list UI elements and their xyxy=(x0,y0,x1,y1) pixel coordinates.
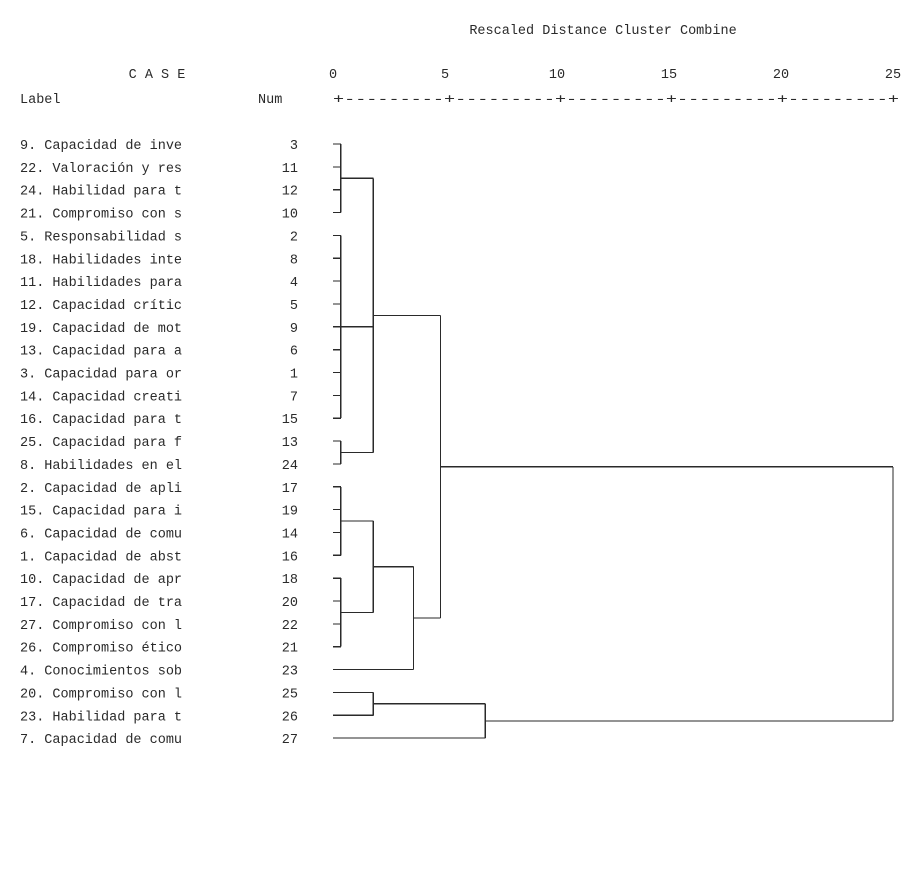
case-label: 17. Capacidad de tra xyxy=(20,596,182,611)
case-label: 11. Habilidades para xyxy=(20,276,182,291)
case-label: 18. Habilidades inte xyxy=(20,253,182,268)
case-label: 3. Capacidad para or xyxy=(20,368,182,383)
case-label: 21. Compromiso con s xyxy=(20,208,182,223)
case-number: 21 xyxy=(282,642,298,657)
case-number: 25 xyxy=(282,687,298,702)
case-label: 25. Capacidad para f xyxy=(20,436,182,451)
axis-tick-label: 5 xyxy=(441,68,449,83)
case-numbers: 3111210284596171513241719141618202221232… xyxy=(282,139,298,748)
case-label: 14. Capacidad creati xyxy=(20,390,182,405)
case-label: 15. Capacidad para i xyxy=(20,505,182,520)
case-number: 5 xyxy=(290,299,298,314)
case-number: 10 xyxy=(282,208,298,223)
label-header: Label xyxy=(20,93,61,108)
dendrogram-tree xyxy=(333,143,894,739)
case-label: 16. Capacidad para t xyxy=(20,413,182,428)
case-number: 15 xyxy=(282,413,298,428)
axis-tick-labels: 0 5 10 15 20 25 xyxy=(329,68,901,83)
axis-tick-label: 0 xyxy=(329,68,337,83)
case-number: 11 xyxy=(282,162,298,177)
case-label: 10. Capacidad de apr xyxy=(20,573,182,588)
case-number: 19 xyxy=(282,505,298,520)
case-label: 24. Habilidad para t xyxy=(20,185,182,200)
case-number: 4 xyxy=(290,276,298,291)
case-label: 26. Compromiso ético xyxy=(20,642,182,657)
axis-tick-label: 10 xyxy=(549,68,565,83)
case-number: 3 xyxy=(290,139,298,154)
case-number: 7 xyxy=(290,390,298,405)
case-number: 13 xyxy=(282,436,298,451)
case-number: 9 xyxy=(290,322,298,337)
case-number: 20 xyxy=(282,596,298,611)
case-label: 6. Capacidad de comu xyxy=(20,527,182,542)
case-number: 8 xyxy=(290,253,298,268)
case-label: 5. Responsabilidad s xyxy=(20,230,182,245)
case-label: 19. Capacidad de mot xyxy=(20,322,182,337)
case-label: 7. Capacidad de comu xyxy=(20,733,182,748)
axis-rule: +---------+---------+---------+---------… xyxy=(333,93,899,108)
axis-tick-label: 15 xyxy=(661,68,677,83)
case-label: 22. Valoración y res xyxy=(20,162,182,177)
case-number: 17 xyxy=(282,482,298,497)
case-number: 6 xyxy=(290,345,298,360)
case-label: 27. Compromiso con l xyxy=(20,619,182,634)
case-label: 8. Habilidades en el xyxy=(20,459,182,474)
case-labels: 9. Capacidad de inve 22. Valoración y res… xyxy=(20,139,182,748)
case-number: 1 xyxy=(290,368,298,383)
case-label: 2. Capacidad de apli xyxy=(20,482,182,497)
case-number: 26 xyxy=(282,710,298,725)
case-number: 27 xyxy=(282,733,298,748)
axis-tick-label: 25 xyxy=(885,68,901,83)
case-label: 1. Capacidad de abst xyxy=(20,550,182,565)
case-number: 2 xyxy=(290,230,298,245)
num-header: Num xyxy=(258,93,282,108)
case-number: 12 xyxy=(282,185,298,200)
case-number: 24 xyxy=(282,459,298,474)
axis-tick-label: 20 xyxy=(773,68,789,83)
case-label: 13. Capacidad para a xyxy=(20,345,182,360)
case-number: 23 xyxy=(282,665,298,680)
case-header: C A S E xyxy=(129,68,186,83)
case-label: 4. Conocimientos sob xyxy=(20,665,182,680)
chart-title: Rescaled Distance Cluster Combine xyxy=(469,24,736,39)
case-number: 14 xyxy=(282,527,298,542)
case-number: 18 xyxy=(282,573,298,588)
case-label: 9. Capacidad de inve xyxy=(20,139,182,154)
case-number: 22 xyxy=(282,619,298,634)
case-label: 20. Compromiso con l xyxy=(20,687,182,702)
case-label: 12. Capacidad crític xyxy=(20,299,182,314)
case-number: 16 xyxy=(282,550,298,565)
case-label: 23. Habilidad para t xyxy=(20,710,182,725)
